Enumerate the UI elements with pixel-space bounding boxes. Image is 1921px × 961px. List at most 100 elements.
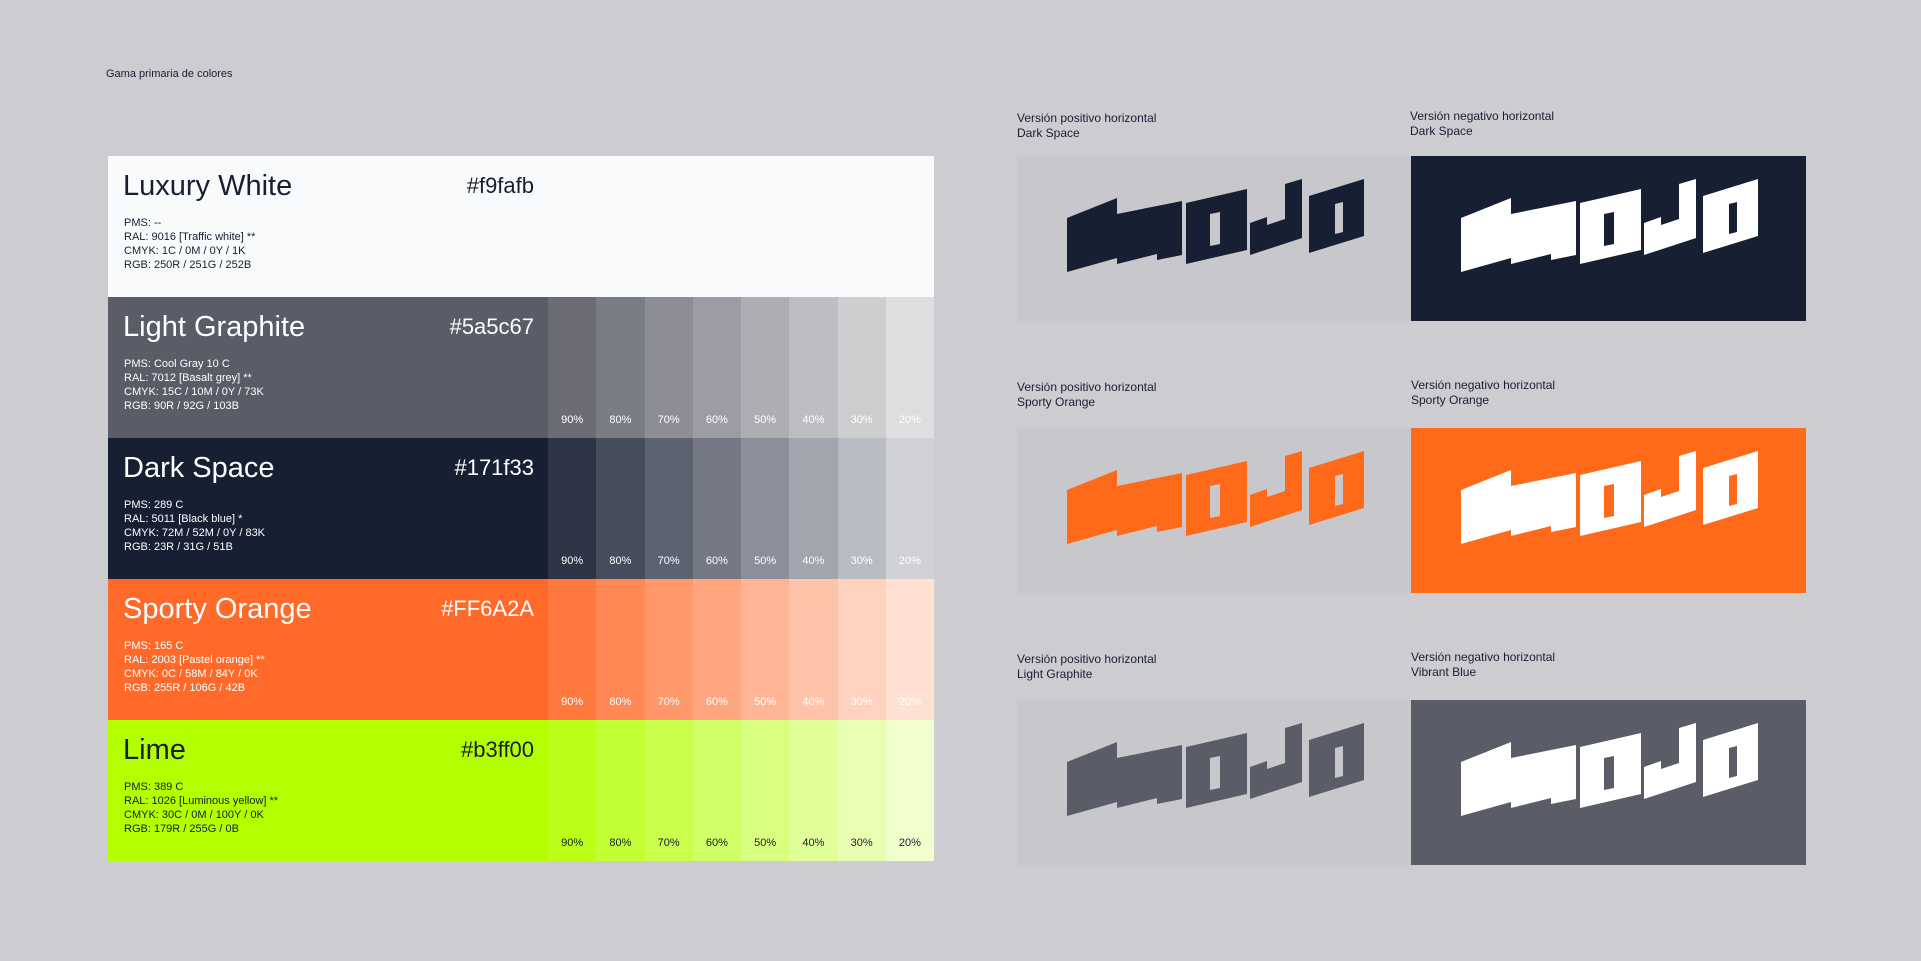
logo-version-label: Versión negativo horizontal Sporty Orang… [1411,378,1555,408]
version-color: Dark Space [1017,126,1080,140]
tint-label: 90% [561,414,584,426]
mojo-logo [1461,723,1758,816]
tint-strip: 90% 80% 70% 60% 50% 40% 30% 20% [548,579,934,720]
spec-rgb: RGB: 255R / 106G / 42B [124,682,246,694]
tint-swatch: 20% [885,579,934,720]
tint-label: 80% [609,555,632,567]
tint-swatch: 90% [548,438,597,579]
spec-cmyk: CMYK: 1C / 0M / 0Y / 1K [124,245,246,257]
version-type: Versión positivo horizontal [1017,380,1157,394]
mojo-logo [1461,179,1758,272]
swatch-info: Sporty Orange #FF6A2A PMS: 165 C RAL: 20… [108,579,548,720]
swatch-info: Dark Space #171f33 PMS: 289 C RAL: 5011 … [108,438,548,579]
tint-label: 30% [850,696,873,708]
tint-label: 20% [898,837,921,849]
tint-swatch: 30% [837,297,886,438]
tint-swatch: 60% [692,720,741,861]
logo-panel-positive-dark-space [1017,156,1412,321]
version-type: Versión negativo horizontal [1411,650,1556,664]
tint-label: 30% [850,555,873,567]
tint-label: 50% [754,414,777,426]
logo-counter [1210,484,1220,518]
logo-letter-m [1067,742,1182,816]
spec-rgb: RGB: 90R / 92G / 103B [124,400,239,412]
tint-label: 40% [802,696,825,708]
swatch-info: Lime #b3ff00 PMS: 389 C RAL: 1026 [Lumin… [108,720,548,861]
tint-label: 50% [754,555,777,567]
swatch-specs: PMS: 389 C RAL: 1026 [Luminous yellow] *… [124,780,278,836]
logo-counter [1210,756,1220,790]
logo-counter [1729,746,1737,778]
swatch-sporty-orange: Sporty Orange #FF6A2A PMS: 165 C RAL: 20… [108,579,934,720]
logo-panel-negative-dark-space [1411,156,1806,321]
logo-counter [1604,212,1614,246]
spec-pms: PMS: Cool Gray 10 C [124,358,230,370]
tint-label: 40% [802,555,825,567]
version-type: Versión negativo horizontal [1411,378,1556,392]
logo-letter-j [1644,451,1696,527]
tint-label: 90% [561,555,584,567]
logo-version-label: Versión negativo horizontal Vibrant Blue [1411,650,1555,680]
tint-swatch: 60% [692,297,741,438]
tint-label: 70% [657,414,680,426]
logo-letter-m [1461,198,1576,272]
version-color: Vibrant Blue [1411,665,1477,679]
tint-label: 20% [898,555,921,567]
tint-swatch: 50% [741,297,790,438]
mojo-logo [1461,451,1758,544]
swatch-specs: PMS: -- RAL: 9016 [Traffic white] ** CMY… [124,216,255,272]
tint-label: 80% [609,414,632,426]
tint-swatch: 40% [789,438,838,579]
swatch-hex: #5a5c67 [449,314,534,339]
mojo-logo [1067,451,1364,544]
spec-pms: PMS: 289 C [124,499,184,511]
logo-letter-m [1461,742,1576,816]
logo-letter-m [1067,198,1182,272]
logo-version-label: Versión negativo horizontal Dark Space [1410,109,1554,139]
tint-swatch: 40% [789,579,838,720]
tint-label: 90% [561,696,584,708]
swatch-name: Lime [123,734,186,766]
logo-counter [1335,474,1343,506]
swatch-name: Light Graphite [123,311,306,343]
color-palette: Luxury White #f9fafb PMS: -- RAL: 9016 [… [108,156,934,861]
version-color: Light Graphite [1017,667,1093,681]
spec-ral: RAL: 7012 [Basalt grey] ** [124,372,252,384]
tint-label: 70% [657,555,680,567]
tint-strip: 90% 80% 70% 60% 50% 40% 30% 20% [548,720,934,861]
swatch-info: Light Graphite #5a5c67 PMS: Cool Gray 10… [108,297,548,438]
swatch-specs: PMS: Cool Gray 10 C RAL: 7012 [Basalt gr… [124,357,264,413]
tint-swatch: 40% [789,720,838,861]
tint-label: 50% [754,696,777,708]
version-color: Dark Space [1410,124,1473,138]
tint-label: 90% [561,837,584,849]
tint-label: 60% [705,837,728,849]
tint-label: 60% [705,696,728,708]
tint-swatch: 50% [741,720,790,861]
tint-swatch: 80% [596,438,645,579]
tint-swatch: 60% [692,438,741,579]
logo-counter [1604,484,1614,518]
version-type: Versión positivo horizontal [1017,111,1157,125]
logo-counter [1604,756,1614,790]
tint-label: 20% [898,696,921,708]
swatch-name: Luxury White [123,170,293,202]
tint-swatch: 80% [596,579,645,720]
logo-letter-j [1250,723,1302,799]
tint-label: 20% [898,414,921,426]
tint-swatch: 50% [741,438,790,579]
logo-panel-positive-sporty-orange [1017,428,1412,593]
tint-strip: 90% 80% 70% 60% 50% 40% 30% 20% [548,297,934,438]
tint-swatch: 30% [837,720,886,861]
logo-counter [1210,212,1220,246]
logo-letter-m [1461,470,1576,544]
tint-swatch: 80% [596,720,645,861]
spec-pms: PMS: -- [124,217,162,229]
tint-label: 40% [802,837,825,849]
tint-label: 80% [609,696,632,708]
tint-strip: 90% 80% 70% 60% 50% 40% 30% 20% [548,438,934,579]
tint-swatch: 50% [741,579,790,720]
spec-pms: PMS: 165 C [124,640,184,652]
tint-swatch: 30% [837,579,886,720]
spec-cmyk: CMYK: 30C / 0M / 100Y / 0K [124,809,264,821]
